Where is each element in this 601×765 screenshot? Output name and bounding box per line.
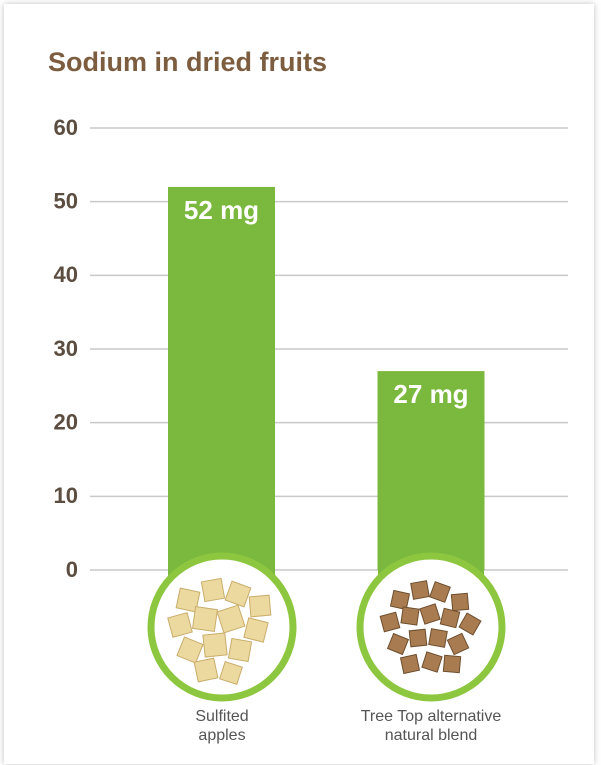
y-tick-label: 30 — [54, 336, 78, 361]
chart: Sodium in dried fruits 0 10 20 30 40 50 60 52 … — [0, 0, 601, 765]
blend-photo — [360, 556, 502, 698]
category-label: Sulfited apples — [182, 707, 262, 745]
apple-photo — [151, 556, 293, 698]
y-tick-label: 40 — [54, 262, 78, 287]
bar — [168, 187, 275, 570]
y-tick-label: 50 — [54, 188, 78, 213]
y-tick-label: 20 — [54, 409, 78, 434]
y-tick-label: 60 — [54, 115, 78, 140]
bars: 52 mg 27 mg — [168, 187, 485, 598]
grid: 0 10 20 30 40 50 60 — [54, 115, 568, 582]
category-label: Tree Top alternative natural blend — [344, 707, 519, 745]
y-tick-label: 0 — [66, 557, 78, 582]
page: Sodium in dried fruits 0 10 20 30 40 50 60 52 … — [0, 0, 601, 765]
value-label: 52 mg — [184, 195, 259, 225]
value-label: 27 mg — [393, 379, 468, 409]
chart-title: Sodium in dried fruits — [48, 47, 327, 77]
y-tick-label: 10 — [54, 483, 78, 508]
